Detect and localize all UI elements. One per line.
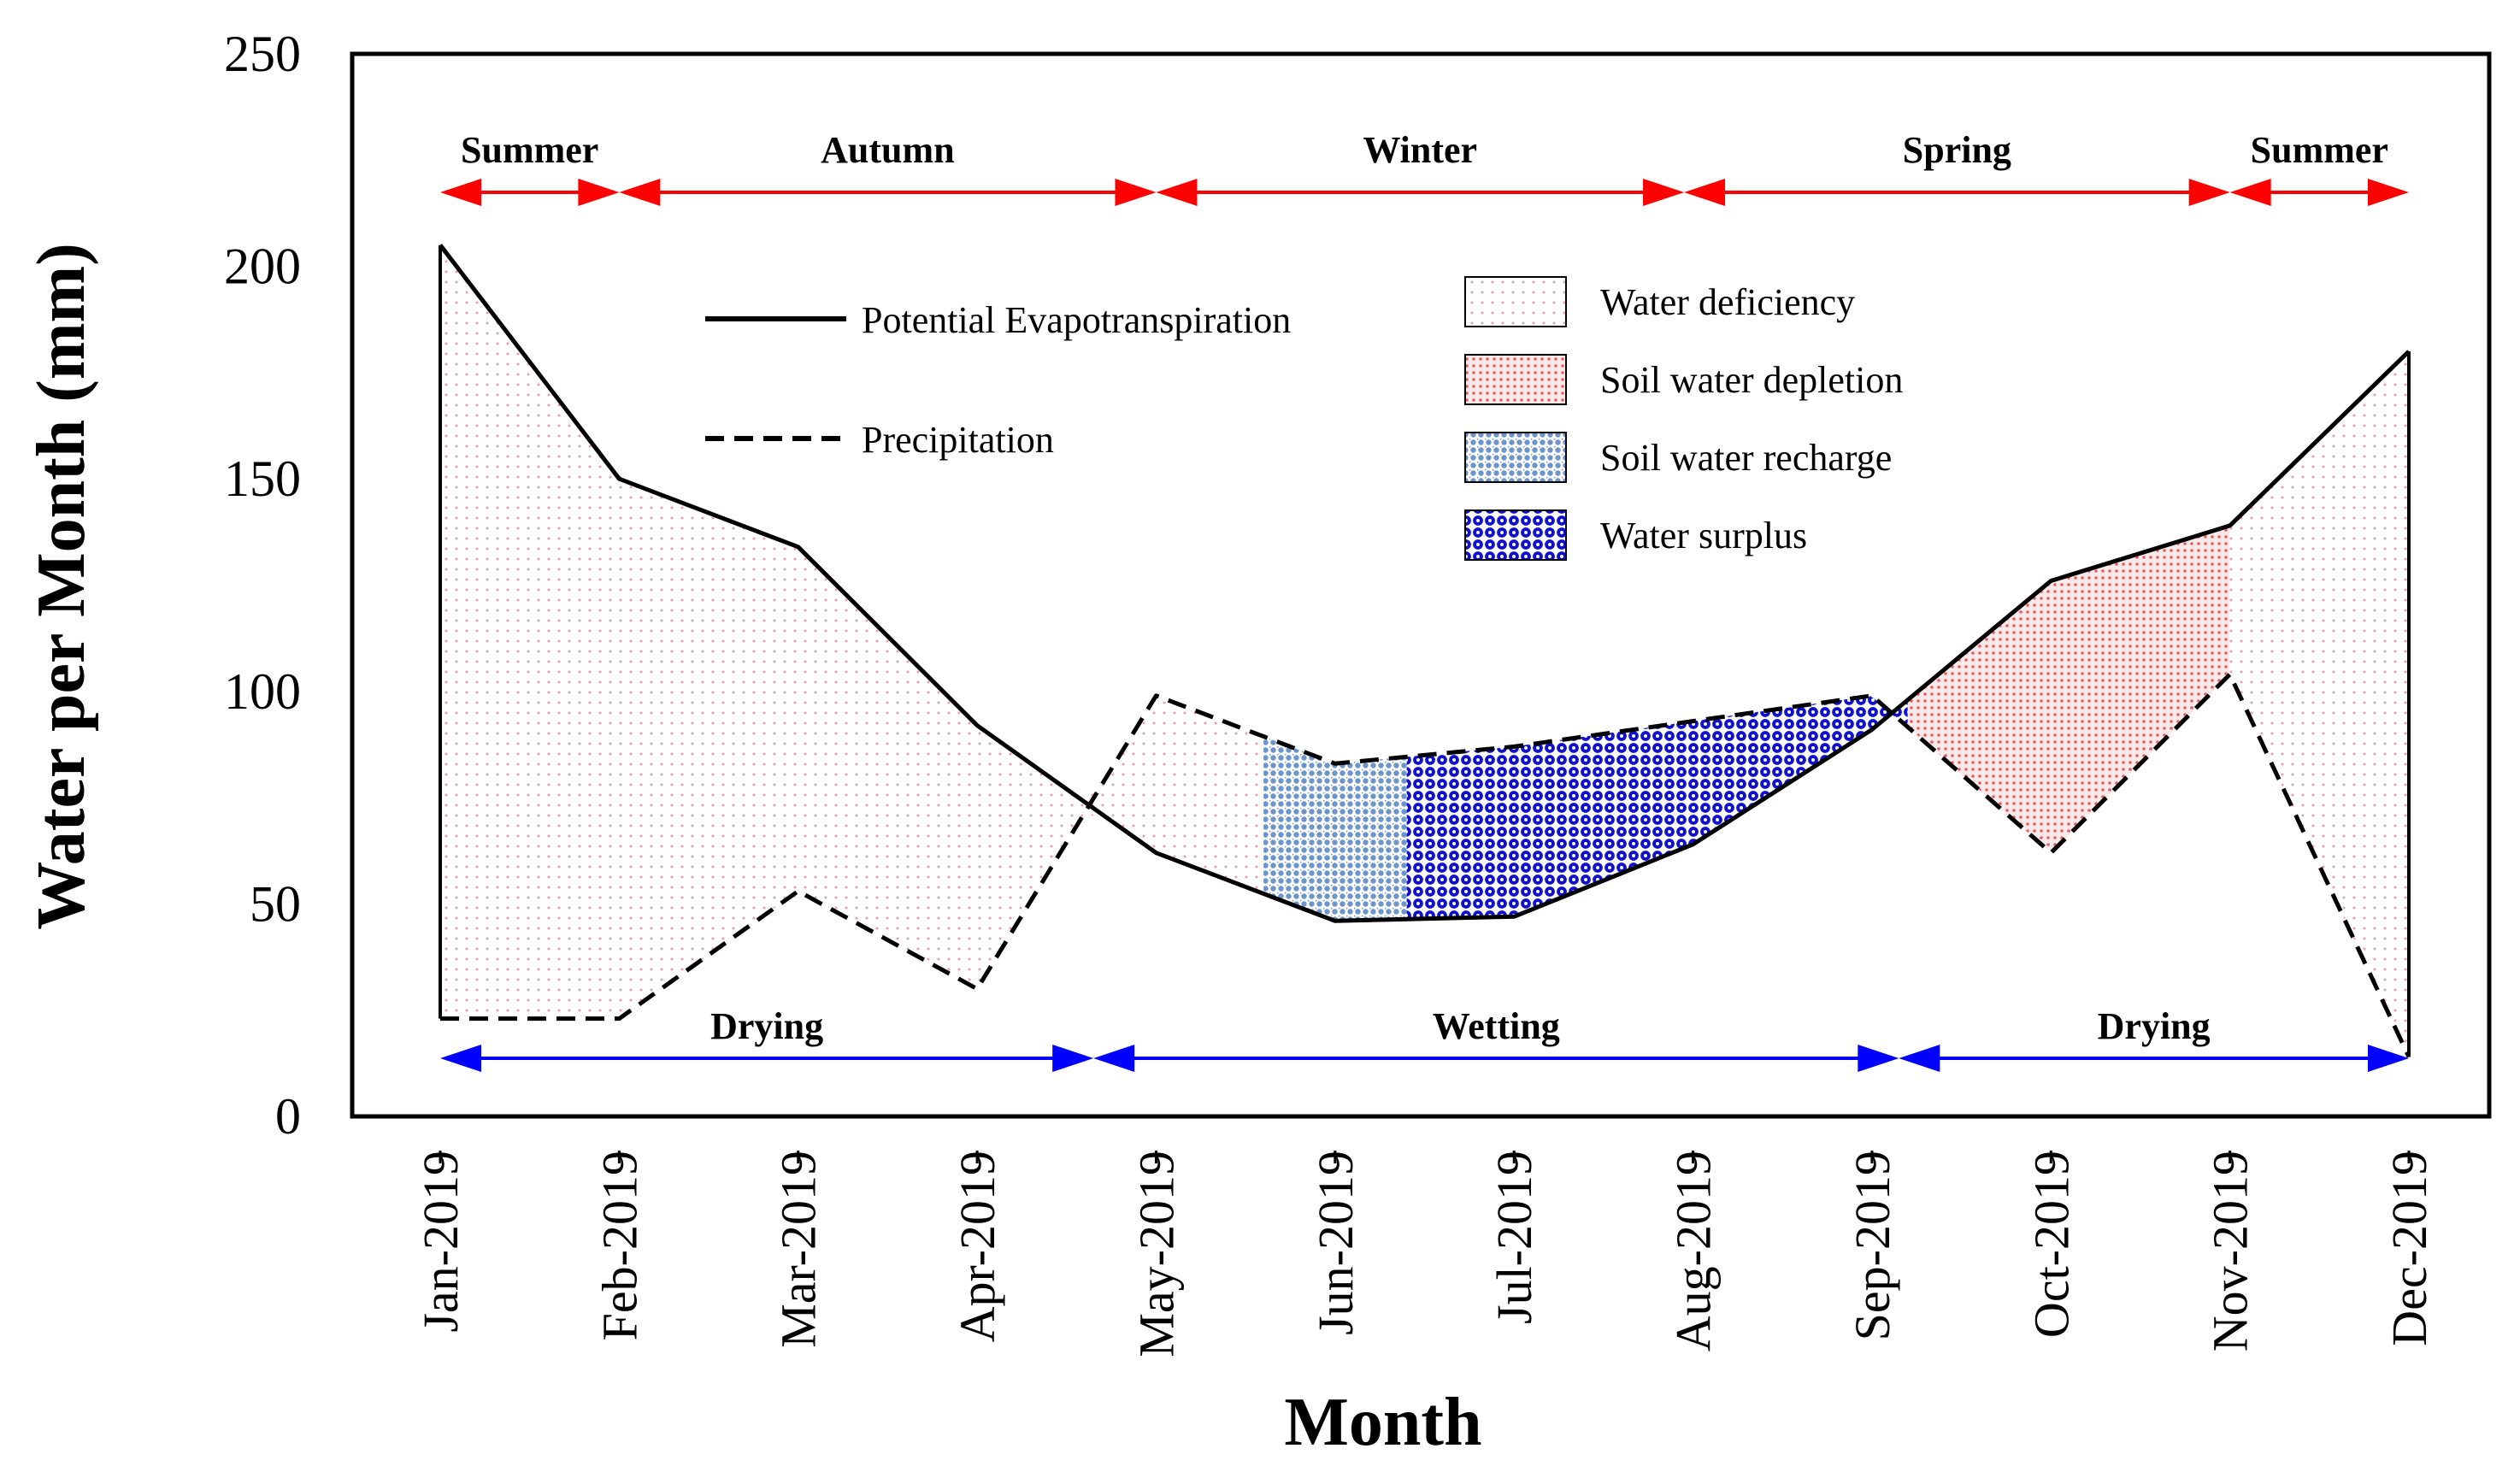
legend-patch-label: Water surplus: [1600, 515, 1807, 556]
x-tick-label: Dec-2019: [2382, 1151, 2437, 1346]
season-arrow: [619, 179, 1157, 206]
series-layer: [439, 244, 2411, 1058]
regions-layer: [440, 244, 2409, 1057]
annotation-layer: Summer Autumn Winter Spring Summer Drying Wett…: [440, 129, 2409, 1072]
x-tick-label: Sep-2019: [1845, 1151, 1900, 1340]
season-label: Spring: [1903, 129, 2011, 171]
region-water-deficiency-4: [2229, 351, 2409, 1057]
x-tick-label: Apr-2019: [950, 1151, 1005, 1342]
x-tick-label: Aug-2019: [1666, 1151, 1722, 1351]
season-arrow: [440, 179, 620, 206]
phase-arrow: [440, 1045, 1094, 1072]
y-tick-label: 150: [224, 450, 301, 507]
x-tick-label: Mar-2019: [771, 1151, 827, 1348]
legend-patch-swatch: [1464, 432, 1567, 483]
region-soil-water-recharge-1: [1263, 736, 1407, 921]
season-label: Autumn: [821, 129, 955, 171]
x-tick-label: May-2019: [1128, 1151, 1184, 1357]
legend-patch-label: Soil water depletion: [1600, 359, 1903, 401]
series-precipitation-line: [440, 672, 2411, 1058]
region-water-surplus-2: [1406, 696, 1908, 920]
season-arrow: [2229, 179, 2409, 206]
legend-patch-swatch: [1464, 354, 1567, 405]
legend-patch-swatch: [1464, 509, 1567, 561]
legend-patch-label: Water deficiency: [1600, 281, 1855, 323]
y-tick-label: 250: [224, 26, 301, 82]
y-tick-label: 50: [250, 875, 301, 932]
phase-arrow: [1899, 1045, 2409, 1072]
x-axis-title: Month: [1284, 1385, 1481, 1460]
plot-frame: [350, 51, 2492, 1119]
legend-line-label: Potential Evapotranspiration: [862, 299, 1291, 341]
season-arrow: [1156, 179, 1685, 206]
season-label: Summer: [461, 129, 598, 171]
y-tick-label: 200: [224, 238, 301, 295]
y-tick-label: 100: [224, 663, 301, 720]
x-tick-label: Jul-2019: [1487, 1151, 1542, 1324]
region-soil-water-depletion-3: [1907, 525, 2230, 851]
phase-label: Wetting: [1433, 1005, 1560, 1047]
phase-label: Drying: [2098, 1005, 2211, 1047]
x-tick-label: Nov-2019: [2203, 1151, 2258, 1351]
legend-patch-swatch: [1464, 276, 1567, 327]
ticks-layer: 0 50 100 150 200 250 Jan-2019 Feb-2019 Mar-2019 A…: [224, 26, 2437, 1357]
legend: Potential Evapotranspiration Precipitatio…: [705, 276, 1903, 561]
series-potential-evapotranspiration-line: [439, 244, 2411, 923]
y-axis-title: Water per Month (mm): [24, 243, 99, 930]
x-tick-label: Feb-2019: [592, 1151, 647, 1340]
x-tick-label: Oct-2019: [2023, 1151, 2079, 1338]
season-label: Winter: [1363, 129, 1477, 171]
region-water-deficiency-0: [440, 244, 1264, 1019]
phase-label: Drying: [710, 1005, 823, 1047]
season-arrow: [1684, 179, 2230, 206]
legend-line-label: Precipitation: [862, 419, 1054, 461]
y-tick-label: 0: [275, 1088, 301, 1145]
x-tick-label: Jun-2019: [1308, 1151, 1363, 1335]
x-tick-label: Jan-2019: [413, 1151, 468, 1333]
phase-arrow: [1093, 1045, 1899, 1072]
season-label: Summer: [2251, 129, 2388, 171]
legend-patch-label: Soil water recharge: [1600, 437, 1892, 479]
